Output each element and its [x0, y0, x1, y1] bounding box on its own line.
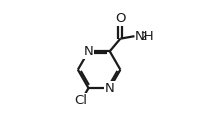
- Text: 2: 2: [140, 32, 146, 43]
- Text: NH: NH: [135, 30, 154, 43]
- Text: N: N: [105, 82, 115, 95]
- Text: O: O: [115, 12, 126, 25]
- Text: Cl: Cl: [74, 95, 87, 108]
- Text: N: N: [84, 45, 93, 58]
